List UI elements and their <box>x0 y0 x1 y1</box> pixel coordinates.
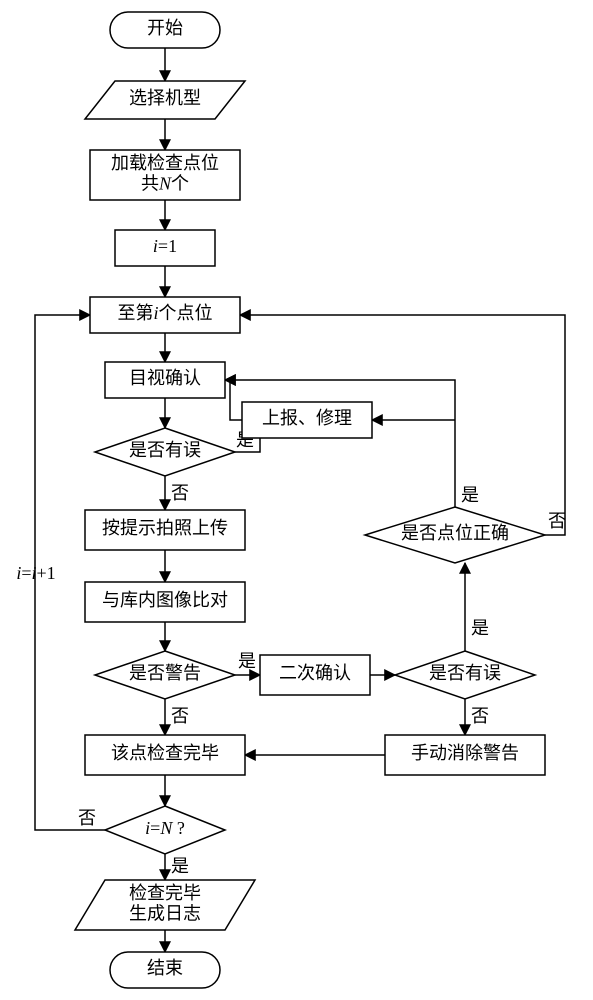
node-upload: 按提示拍照上传 <box>85 510 245 550</box>
node-text-recheck-0: 二次确认 <box>279 663 351 683</box>
edge-label-e_isN_no: 否 <box>78 808 96 828</box>
node-text-compare-0: 与库内图像比对 <box>102 590 228 610</box>
node-text-done_pt-0: 该点检查完毕 <box>111 743 219 763</box>
node-text-init-0: i=1 <box>153 236 177 256</box>
node-text-visual-0: 目视确认 <box>129 368 201 388</box>
node-pointok: 是否点位正确 <box>365 507 545 563</box>
edge-label-e_warn_yes: 是 <box>238 651 256 671</box>
node-text-warn-0: 是否警告 <box>129 663 201 683</box>
node-text-err2-0: 是否有误 <box>429 663 501 683</box>
node-visual: 目视确认 <box>105 362 225 398</box>
node-start: 开始 <box>110 12 220 48</box>
node-text-pointok-0: 是否点位正确 <box>401 523 509 543</box>
node-text-err1-0: 是否有误 <box>129 440 201 460</box>
node-text-upload-0: 按提示拍照上传 <box>102 518 228 538</box>
node-log: 检查完毕生成日志 <box>75 880 255 930</box>
node-text-load-0: 加载检查点位 <box>111 153 219 173</box>
edge-label-e_warn_no: 否 <box>171 706 189 726</box>
node-text-log-1: 生成日志 <box>129 903 201 923</box>
node-text-log-0: 检查完毕 <box>129 883 201 903</box>
edge-label-e_pointok_yes: 是 <box>461 485 479 505</box>
node-select: 选择机型 <box>85 81 245 119</box>
node-recheck: 二次确认 <box>260 655 370 695</box>
node-load: 加载检查点位共N个 <box>90 150 240 200</box>
edge-label-e_err2_no: 否 <box>471 706 489 726</box>
node-end: 结束 <box>110 952 220 988</box>
edge-label-e_err1_no: 否 <box>171 483 189 503</box>
node-text-manual-0: 手动消除警告 <box>411 743 519 763</box>
node-text-isN-0: i=N ? <box>145 818 185 838</box>
node-text-start-0: 开始 <box>147 18 183 38</box>
node-goto: 至第i个点位 <box>90 297 240 333</box>
node-init: i=1 <box>115 230 215 266</box>
node-compare: 与库内图像比对 <box>85 582 245 622</box>
node-warn: 是否警告 <box>95 651 235 699</box>
node-text-end-0: 结束 <box>147 958 183 978</box>
edge-label-e_isN_yes: 是 <box>171 856 189 876</box>
edge-label-e_increment: i=i+1 <box>16 563 55 583</box>
node-text-goto-0: 至第i个点位 <box>117 303 212 323</box>
node-text-report-0: 上报、修理 <box>262 408 352 428</box>
node-text-select-0: 选择机型 <box>129 88 201 108</box>
edge-label-e_err2_yes: 是 <box>471 618 489 638</box>
node-done_pt: 该点检查完毕 <box>85 735 245 775</box>
node-err2: 是否有误 <box>395 651 535 699</box>
node-manual: 手动消除警告 <box>385 735 545 775</box>
node-err1: 是否有误 <box>95 428 235 476</box>
node-isN: i=N ? <box>105 806 225 854</box>
node-text-load-1: 共N个 <box>141 173 189 193</box>
edge-e_report_visual <box>225 380 242 420</box>
edge-label-e_pointok_no: 否 <box>548 511 566 531</box>
node-report: 上报、修理 <box>242 402 372 438</box>
flowchart-svg: 是否否是否是是否i=i+1是否开始选择机型加载检查点位共N个i=1至第i个点位目… <box>0 0 593 1000</box>
